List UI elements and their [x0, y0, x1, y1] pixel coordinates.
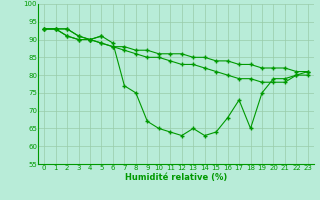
X-axis label: Humidité relative (%): Humidité relative (%) [125, 173, 227, 182]
